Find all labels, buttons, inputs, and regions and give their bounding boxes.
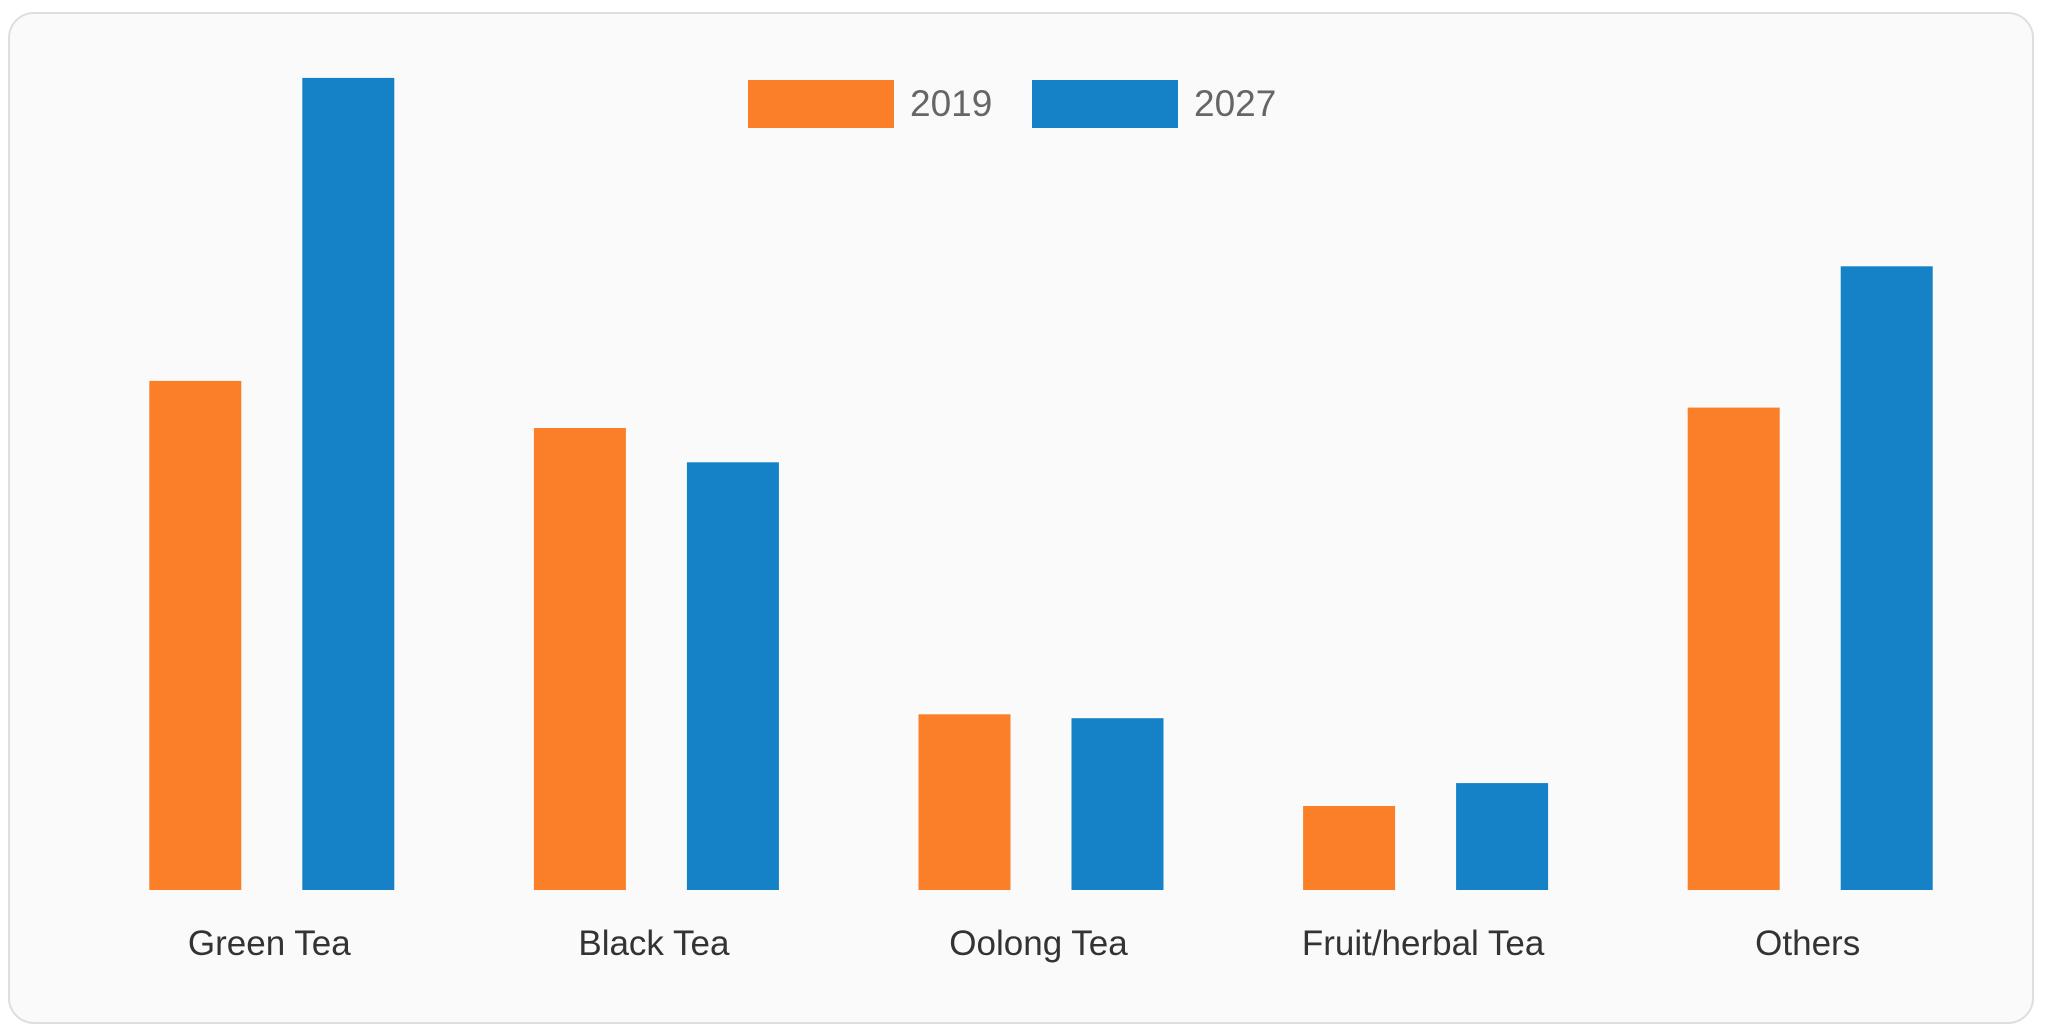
x-tick-label: Oolong Tea bbox=[949, 924, 1128, 963]
bar-2027-fruit-herbal-tea[interactable] bbox=[1456, 783, 1549, 890]
x-tick-label: Others bbox=[1755, 924, 1860, 963]
legend-swatch-2019 bbox=[748, 80, 894, 128]
bar-2019-fruit-herbal-tea[interactable] bbox=[1303, 806, 1396, 890]
bar-2027-oolong-tea[interactable] bbox=[1071, 718, 1164, 890]
bar-2019-others[interactable] bbox=[1687, 407, 1780, 890]
bar-2027-others[interactable] bbox=[1840, 266, 1933, 890]
legend-swatch-2027 bbox=[1032, 80, 1178, 128]
bar-2019-green-tea[interactable] bbox=[149, 380, 242, 890]
legend-label-2019: 2019 bbox=[910, 83, 993, 124]
x-tick-label: Black Tea bbox=[578, 924, 730, 963]
bar-2019-oolong-tea[interactable] bbox=[918, 714, 1011, 890]
bar-2019-black-tea[interactable] bbox=[533, 428, 626, 890]
legend: 2019 2027 bbox=[0, 80, 2048, 132]
legend-label-2027: 2027 bbox=[1194, 83, 1277, 124]
bar-2027-green-tea[interactable] bbox=[302, 77, 395, 890]
x-tick-label: Green Tea bbox=[188, 924, 351, 963]
bar-2027-black-tea[interactable] bbox=[686, 462, 779, 890]
x-tick-label: Fruit/herbal Tea bbox=[1302, 924, 1545, 963]
